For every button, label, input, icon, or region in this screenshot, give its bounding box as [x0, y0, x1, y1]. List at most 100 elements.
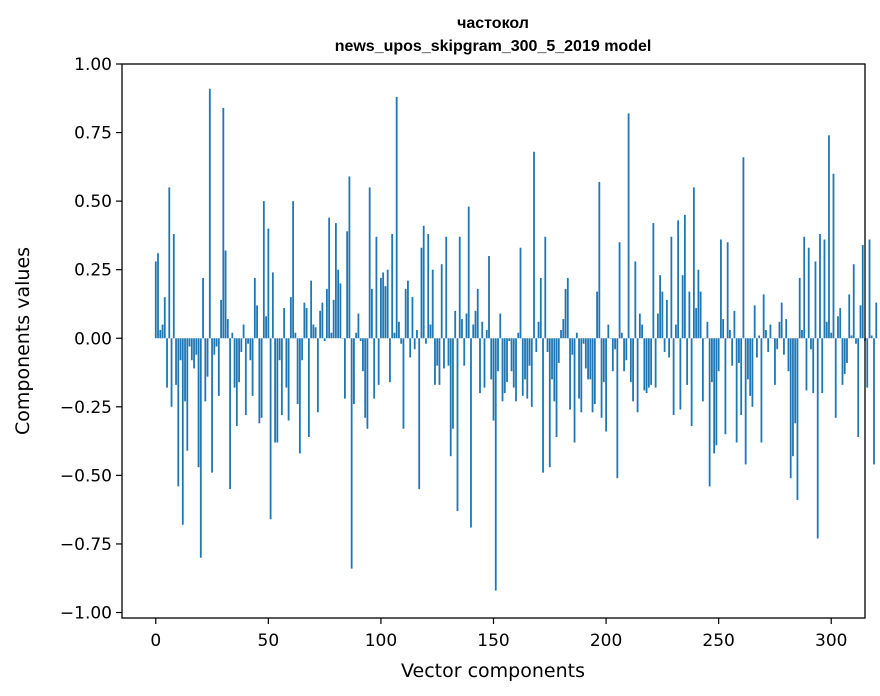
bar: [472, 324, 475, 339]
bar: [251, 338, 254, 396]
bar: [672, 338, 675, 416]
bar: [598, 181, 601, 339]
chart-title: частокол: [457, 15, 529, 32]
bar: [481, 321, 484, 339]
bar: [542, 338, 544, 473]
bar: [521, 338, 524, 396]
y-tick-label: −0.25: [60, 398, 112, 418]
bar: [159, 330, 162, 339]
bar: [647, 338, 650, 388]
bar: [519, 247, 522, 339]
bar: [195, 338, 198, 355]
bar: [643, 338, 646, 391]
bar: [756, 338, 758, 358]
bar: [645, 338, 648, 394]
bar: [805, 338, 808, 391]
bar: [434, 338, 436, 385]
bar: [249, 338, 252, 361]
bar: [789, 338, 792, 479]
y-tick-label: −1.00: [60, 604, 112, 624]
bar: [848, 294, 851, 339]
bar: [298, 338, 301, 454]
bar: [819, 234, 821, 339]
bar: [364, 338, 367, 418]
bar: [458, 236, 461, 339]
bar: [776, 338, 779, 350]
bar: [801, 330, 803, 339]
bar: [404, 288, 407, 339]
bar: [758, 335, 761, 339]
bar: [686, 338, 689, 385]
bar: [859, 305, 862, 339]
bar: [454, 310, 457, 339]
bar: [411, 297, 414, 339]
bar: [355, 332, 358, 339]
bar: [834, 338, 837, 418]
bar: [650, 338, 653, 385]
bar: [323, 338, 326, 341]
bar: [425, 338, 427, 344]
bar: [305, 308, 308, 339]
bar: [157, 253, 159, 339]
bar: [429, 324, 432, 339]
bar: [767, 338, 770, 352]
bar: [490, 338, 493, 380]
bar: [852, 264, 855, 339]
bar: [668, 338, 671, 358]
bar: [247, 338, 249, 344]
bar: [260, 338, 263, 418]
bar: [841, 338, 844, 385]
bar: [679, 338, 682, 410]
bar: [445, 236, 448, 339]
bar: [548, 338, 551, 468]
bar: [467, 206, 470, 339]
bar: [440, 264, 443, 339]
bar: [319, 310, 322, 339]
chart-subtitle: news_upos_skipgram_300_5_2019 model: [335, 38, 652, 55]
bar: [204, 338, 207, 402]
bar: [751, 338, 754, 407]
bar: [474, 310, 477, 339]
bar: [179, 338, 182, 361]
bar: [188, 338, 191, 347]
bar: [823, 239, 826, 339]
bar: [431, 269, 434, 339]
y-tick-label: 1.00: [74, 55, 112, 75]
bar: [690, 338, 693, 427]
bar: [337, 269, 340, 339]
bar: [325, 288, 328, 339]
bar: [494, 338, 497, 591]
bar: [816, 338, 819, 539]
bar: [778, 321, 781, 339]
bar: [350, 338, 353, 569]
bar: [560, 330, 562, 339]
bar: [780, 302, 783, 339]
bar: [499, 313, 502, 339]
bar: [215, 338, 218, 347]
bar: [573, 338, 576, 443]
bar: [774, 338, 776, 385]
bar: [226, 319, 229, 339]
bar: [625, 338, 628, 361]
bar: [346, 231, 349, 339]
bar: [661, 291, 664, 339]
x-axis-label: Vector components: [401, 660, 585, 682]
bar: [463, 338, 466, 366]
bar: [846, 338, 848, 363]
bar: [274, 338, 276, 443]
bar: [798, 277, 801, 339]
bar: [868, 239, 871, 339]
bar: [571, 338, 574, 355]
bar: [584, 338, 587, 369]
bar: [206, 338, 209, 377]
bar: [634, 261, 637, 339]
x-tick-label: 0: [150, 631, 161, 651]
bar: [339, 283, 342, 339]
bar: [292, 201, 295, 339]
bar: [402, 338, 405, 429]
bar: [618, 242, 621, 339]
bar: [670, 236, 673, 339]
bar: [256, 305, 258, 339]
bar: [242, 324, 245, 339]
